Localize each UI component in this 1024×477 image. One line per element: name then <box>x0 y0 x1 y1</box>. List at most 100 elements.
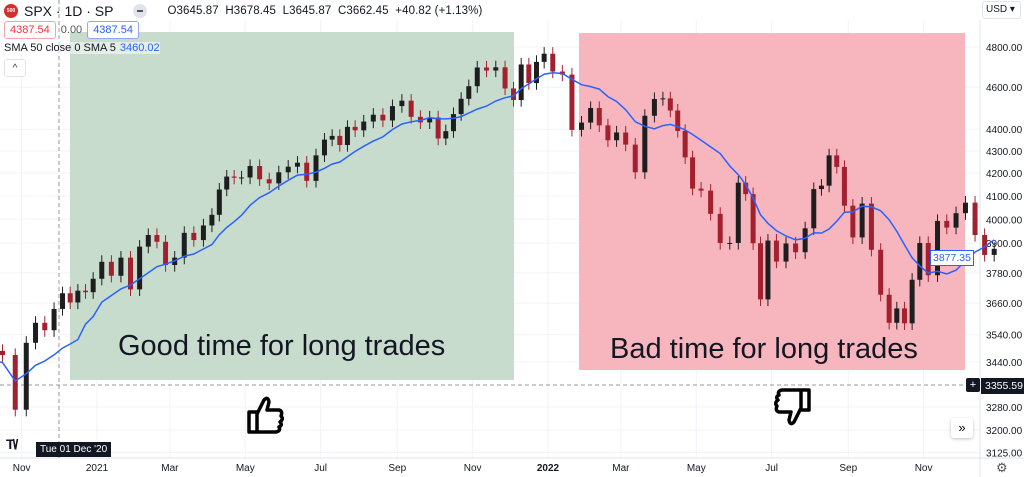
x-tick-label: Nov <box>464 463 482 474</box>
candle-body <box>632 144 638 173</box>
candle-body <box>458 98 464 115</box>
candle-body <box>991 248 997 255</box>
candle-body <box>23 342 29 410</box>
candle-body <box>698 188 704 191</box>
thumbs-down-icon <box>773 388 811 426</box>
x-tick-label: May <box>236 463 255 474</box>
candle-body <box>526 64 532 84</box>
candle-body <box>826 155 832 186</box>
y-tick-label: 3540.00 <box>986 331 1023 342</box>
candle-body <box>474 67 480 87</box>
good-time-label: Good time for long trades <box>118 330 446 362</box>
thumbs-up-icon <box>247 396 285 434</box>
candle-body <box>750 194 756 244</box>
candle-body <box>783 243 789 262</box>
candle-body <box>793 243 799 253</box>
currency-dropdown[interactable]: USD ▾ <box>982 1 1021 19</box>
symbol-title[interactable]: SPX · 1D · SP <box>24 3 114 19</box>
candle-body <box>427 117 433 123</box>
candle-body <box>675 110 681 131</box>
bad-zone-rect <box>579 33 965 370</box>
candle-body <box>758 243 764 300</box>
candle-body <box>868 203 874 250</box>
candle-body <box>181 232 187 258</box>
candle-body <box>953 213 959 228</box>
candle-body <box>841 166 847 206</box>
candle-body <box>313 155 319 181</box>
candle-body <box>886 294 892 323</box>
candle-body <box>550 53 556 72</box>
y-tick-label: 3280.00 <box>986 403 1023 414</box>
candle-body <box>33 322 39 343</box>
candle-body <box>0 350 5 355</box>
x-tick-label: Jul <box>314 463 327 474</box>
candle-body <box>304 162 310 181</box>
candle-body <box>118 257 124 276</box>
tradingview-logo[interactable]: T\/ <box>6 436 18 452</box>
indicator-legend[interactable]: SMA 50 close 0 SMA 5 3460.02 <box>4 42 160 54</box>
candle-body <box>224 176 230 190</box>
candle-body <box>651 99 657 116</box>
indicator-value: 3460.02 <box>119 42 160 54</box>
candle-body <box>909 279 915 324</box>
candle-body <box>209 214 215 226</box>
candle-body <box>917 242 923 280</box>
candle-body <box>642 115 648 173</box>
candle-body <box>962 202 968 214</box>
candle-body <box>42 322 48 331</box>
candle-body <box>605 125 611 141</box>
candle-body <box>614 132 620 141</box>
candle-body <box>344 126 350 146</box>
ohlc-values: O3645.87 H3678.45 L3645.87 C3662.45 +40.… <box>167 5 483 17</box>
candle-body <box>690 157 696 189</box>
x-tick-label: Nov <box>915 463 933 474</box>
y-tick-label: 4200.00 <box>986 169 1023 180</box>
candle-body <box>257 166 263 180</box>
y-tick-label: 3660.00 <box>986 299 1023 310</box>
candle-body <box>128 257 134 290</box>
candle-body <box>925 242 931 276</box>
crosshair-date-tag: Tue 01 Dec '20 <box>36 442 112 457</box>
candle-body <box>493 67 499 71</box>
candle-body <box>682 130 688 158</box>
candle-body <box>200 225 206 241</box>
sp500-logo: 500 <box>4 4 18 18</box>
candle-body <box>266 179 272 184</box>
candle-body <box>802 228 808 253</box>
scroll-to-realtime-button[interactable]: » <box>951 418 973 438</box>
hide-legend-icon[interactable] <box>133 4 148 18</box>
candle-body <box>99 261 105 279</box>
candle-body <box>765 240 771 300</box>
candle-body <box>389 106 395 121</box>
candles <box>0 47 997 417</box>
candle-body <box>352 126 358 131</box>
x-tick-label: 2021 <box>86 463 109 474</box>
sell-button[interactable]: 4387.54 <box>4 21 56 39</box>
candle-body <box>569 74 575 130</box>
candle-body <box>90 278 96 293</box>
candle-body <box>773 240 779 262</box>
candle-body <box>231 176 237 178</box>
y-tick-label: 3900.00 <box>986 239 1023 250</box>
candle-body <box>216 189 222 215</box>
add-alert-icon[interactable]: + <box>966 378 980 392</box>
candle-body <box>12 354 18 410</box>
candle-body <box>596 107 602 126</box>
candle-body <box>484 67 490 71</box>
settings-icon[interactable]: ⚙ <box>996 460 1008 475</box>
buy-button[interactable]: 4387.54 <box>87 21 139 39</box>
candle-body <box>443 131 449 139</box>
y-tick-label: 3780.00 <box>986 269 1023 280</box>
candle-body <box>944 220 950 228</box>
y-tick-label: 3200.00 <box>986 426 1023 437</box>
candle-body <box>163 241 169 266</box>
candle-body <box>67 293 73 303</box>
candle-body <box>850 205 856 238</box>
candle-body <box>450 114 456 132</box>
collapse-legend-button[interactable]: ^ <box>4 59 26 77</box>
candle-body <box>321 139 327 156</box>
candle-body <box>435 117 441 139</box>
x-tick-label: 2022 <box>537 463 560 474</box>
y-tick-label: 3440.00 <box>986 358 1023 369</box>
